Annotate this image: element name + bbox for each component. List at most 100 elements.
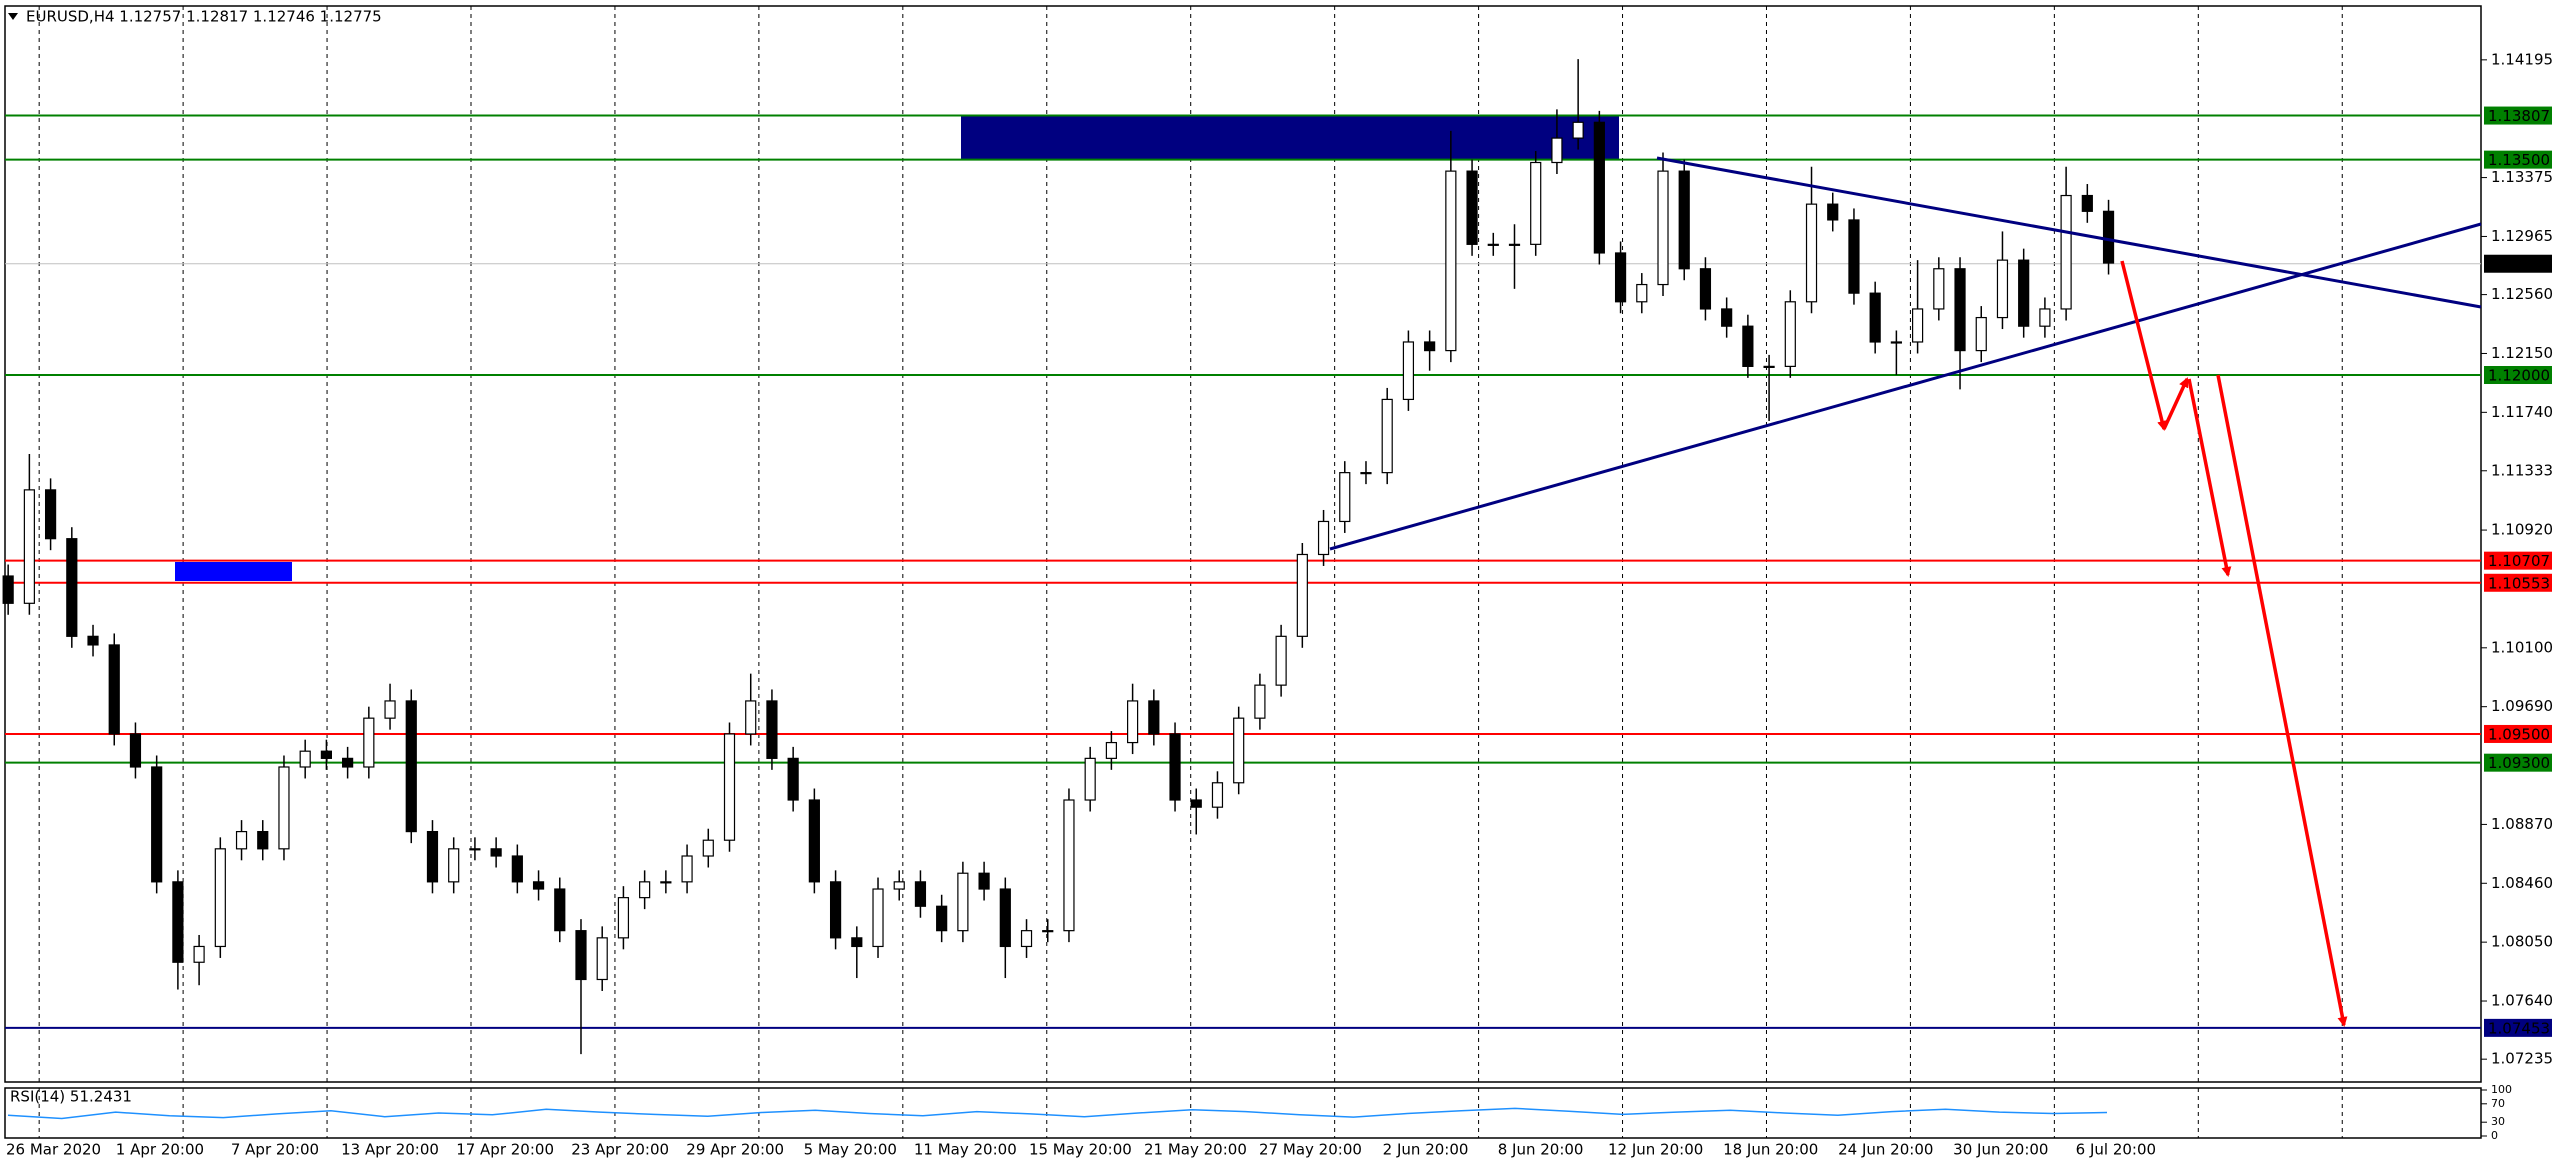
candle-body (1869, 292, 1881, 343)
x-tick-label: 18 Jun 20:00 (1723, 1141, 1818, 1159)
level-box (2484, 150, 2552, 169)
candle-body (1784, 301, 1796, 367)
candle-body (1551, 137, 1563, 164)
candle-body (426, 830, 439, 883)
candle-body (532, 881, 545, 890)
x-tick-label: 21 May 20:00 (1144, 1141, 1247, 1159)
candle-body (617, 897, 630, 939)
level-box (2484, 1018, 2552, 1037)
y-tick-label: 1.08460 (2491, 874, 2553, 892)
y-tick-label: 1.08870 (2491, 815, 2553, 833)
candle-body (1360, 472, 1372, 475)
candle-body (1148, 700, 1160, 735)
level-label: 1.10553 (2488, 574, 2550, 592)
candle-body (448, 848, 460, 883)
candle-body (1933, 268, 1945, 310)
x-tick-label: 8 Jun 20:00 (1498, 1141, 1584, 1159)
last-price-label: 1.12775 (2488, 255, 2550, 273)
rsi-line (7, 1107, 2108, 1120)
y-tick-label: 1.11740 (2491, 403, 2553, 421)
candles (2, 59, 2115, 1055)
candle-body (235, 830, 248, 850)
candle-body (872, 888, 884, 948)
candle-body (2081, 194, 2093, 212)
candle-body (363, 717, 375, 768)
candle-body (193, 945, 205, 963)
x-tick-label: 26 Mar 2020 (6, 1141, 101, 1159)
x-tick-label: 17 Apr 20:00 (456, 1141, 554, 1159)
candle-body (745, 700, 757, 735)
candle-body (1254, 684, 1266, 719)
candle-body (1996, 259, 2009, 319)
supply-zone (961, 116, 1619, 160)
candle-body (278, 766, 290, 850)
candle-body (723, 733, 736, 841)
x-tick-label: 5 May 20:00 (804, 1141, 897, 1159)
candle-body (1127, 700, 1139, 744)
candle-body (66, 538, 78, 637)
y-tick-label: 1.12560 (2491, 285, 2553, 303)
candle-body (1466, 170, 1478, 245)
y-tick-label: 1.12965 (2491, 227, 2553, 245)
candle-body (660, 881, 672, 884)
y-tick-label: 1.08050 (2491, 933, 2553, 951)
level-box (2484, 106, 2552, 125)
candle-body (1614, 252, 1627, 303)
x-tick-label: 1 Apr 20:00 (116, 1141, 204, 1159)
y-tick-label: 1.10100 (2491, 638, 2553, 656)
candle-body (1487, 243, 1499, 246)
candle-body (851, 937, 863, 948)
y-tick-label: 1.13375 (2491, 168, 2553, 186)
candle-body (1381, 398, 1393, 474)
candle-body (957, 872, 969, 932)
menu-triangle[interactable] (8, 13, 18, 20)
candle-body (214, 848, 226, 948)
candle-body (384, 700, 396, 719)
demand-zone (175, 562, 292, 581)
candle-body (766, 700, 778, 759)
level-label: 1.09300 (2488, 754, 2550, 772)
candle-body (1317, 520, 1330, 556)
level-label: 1.13807 (2488, 107, 2550, 125)
arrow (2162, 377, 2189, 430)
candle-body (1827, 203, 1839, 221)
level-label: 1.09500 (2488, 725, 2550, 743)
candle-body (1275, 635, 1287, 686)
candle-body (511, 855, 523, 883)
candle-body (469, 848, 481, 851)
candle-body (808, 799, 820, 883)
candle-body (1890, 341, 1902, 344)
candle-body (151, 766, 163, 883)
candle-body (639, 881, 651, 899)
candle-body (1699, 268, 1712, 310)
arrow (2187, 378, 2232, 577)
y-tick-label: 1.11333 (2491, 461, 2553, 479)
candle-body (2102, 210, 2115, 264)
candle-body (893, 881, 905, 890)
candle-body (1063, 799, 1075, 932)
candle-body (999, 888, 1011, 948)
candle-body (405, 700, 417, 833)
trendline-lower (1329, 222, 2482, 551)
candle-body (1805, 203, 1818, 303)
x-tick-label: 15 May 20:00 (1029, 1141, 1132, 1159)
candle-body (787, 757, 799, 801)
x-tick-label: 2 Jun 20:00 (1383, 1141, 1469, 1159)
rsi-frame (4, 1087, 2482, 1139)
candle-body (1954, 268, 1966, 352)
y-tick-label: 1.12150 (2491, 344, 2553, 362)
candle-body (87, 635, 99, 646)
candle-body (914, 881, 927, 907)
candle-body (172, 881, 184, 963)
level-label: 1.13500 (2488, 151, 2550, 169)
candle-body (1042, 930, 1054, 933)
rsi-tick-label: 70 (2491, 1097, 2505, 1110)
candle-body (596, 937, 608, 981)
candle-body (1508, 243, 1521, 246)
level-box (2484, 551, 2552, 570)
candle-body (1190, 799, 1202, 808)
candle-body (2018, 259, 2030, 327)
candle-body (1530, 161, 1542, 245)
